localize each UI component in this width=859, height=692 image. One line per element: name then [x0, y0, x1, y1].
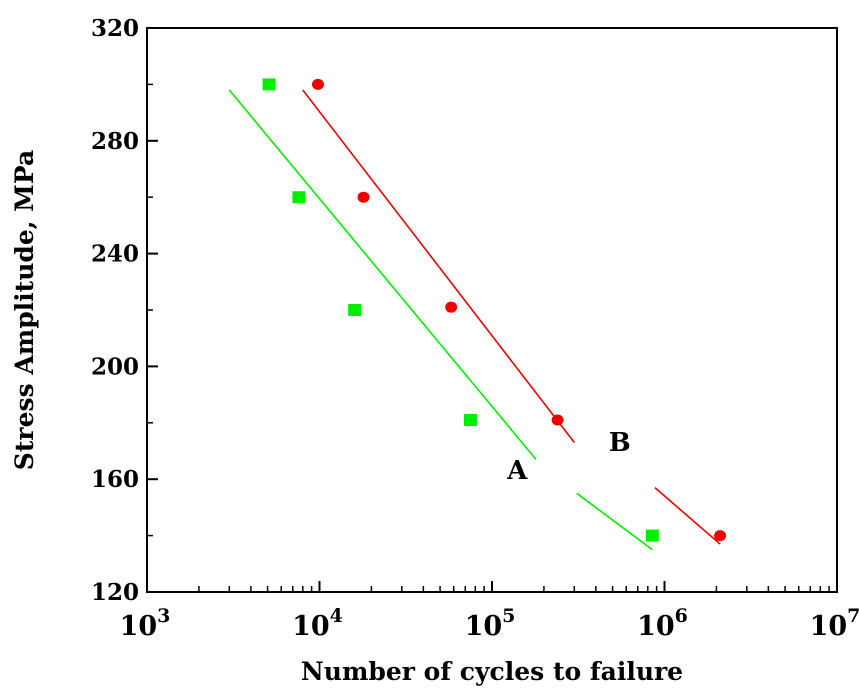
markers-layer [262, 78, 727, 542]
data-point-b [445, 301, 458, 313]
axes-layer: 120 160 200 240 280 320 103 104 105 106 107 [91, 15, 859, 642]
y-tick-label: 320 [91, 15, 139, 42]
labels-layer: AB [506, 428, 631, 486]
x-axis-title: Number of cycles to failure [301, 657, 683, 686]
y-tick-label: 240 [91, 241, 139, 268]
y-tick-label: 280 [91, 128, 139, 155]
data-point-b [311, 78, 324, 90]
data-point-a [262, 78, 276, 91]
data-point-a [292, 191, 306, 204]
x-tick-label: 107 [810, 605, 859, 642]
x-tick-label: 104 [292, 605, 343, 642]
fit-line-a [576, 492, 653, 551]
data-point-b [357, 191, 370, 203]
x-tick-label: 103 [120, 605, 171, 642]
y-tick-label: 200 [91, 353, 139, 380]
curve-label-b: B [609, 428, 631, 458]
curve-label-a: A [506, 456, 528, 486]
data-point-b [551, 414, 564, 426]
fit-line-b [302, 89, 575, 444]
fit-line-b [654, 487, 721, 545]
plot-frame [146, 27, 838, 593]
fit-lines-layer [228, 89, 721, 551]
y-tick-label: 160 [91, 466, 139, 493]
data-point-b [714, 530, 727, 542]
x-tick-label: 106 [637, 605, 688, 642]
x-tick-label: 105 [465, 605, 516, 642]
y-axis-title: Stress Amplitude, MPa [10, 150, 39, 470]
data-point-a [463, 413, 477, 426]
data-point-a [348, 304, 362, 316]
fit-line-a [228, 89, 537, 460]
y-tick-label: 120 [91, 579, 139, 606]
data-point-a [645, 529, 659, 542]
